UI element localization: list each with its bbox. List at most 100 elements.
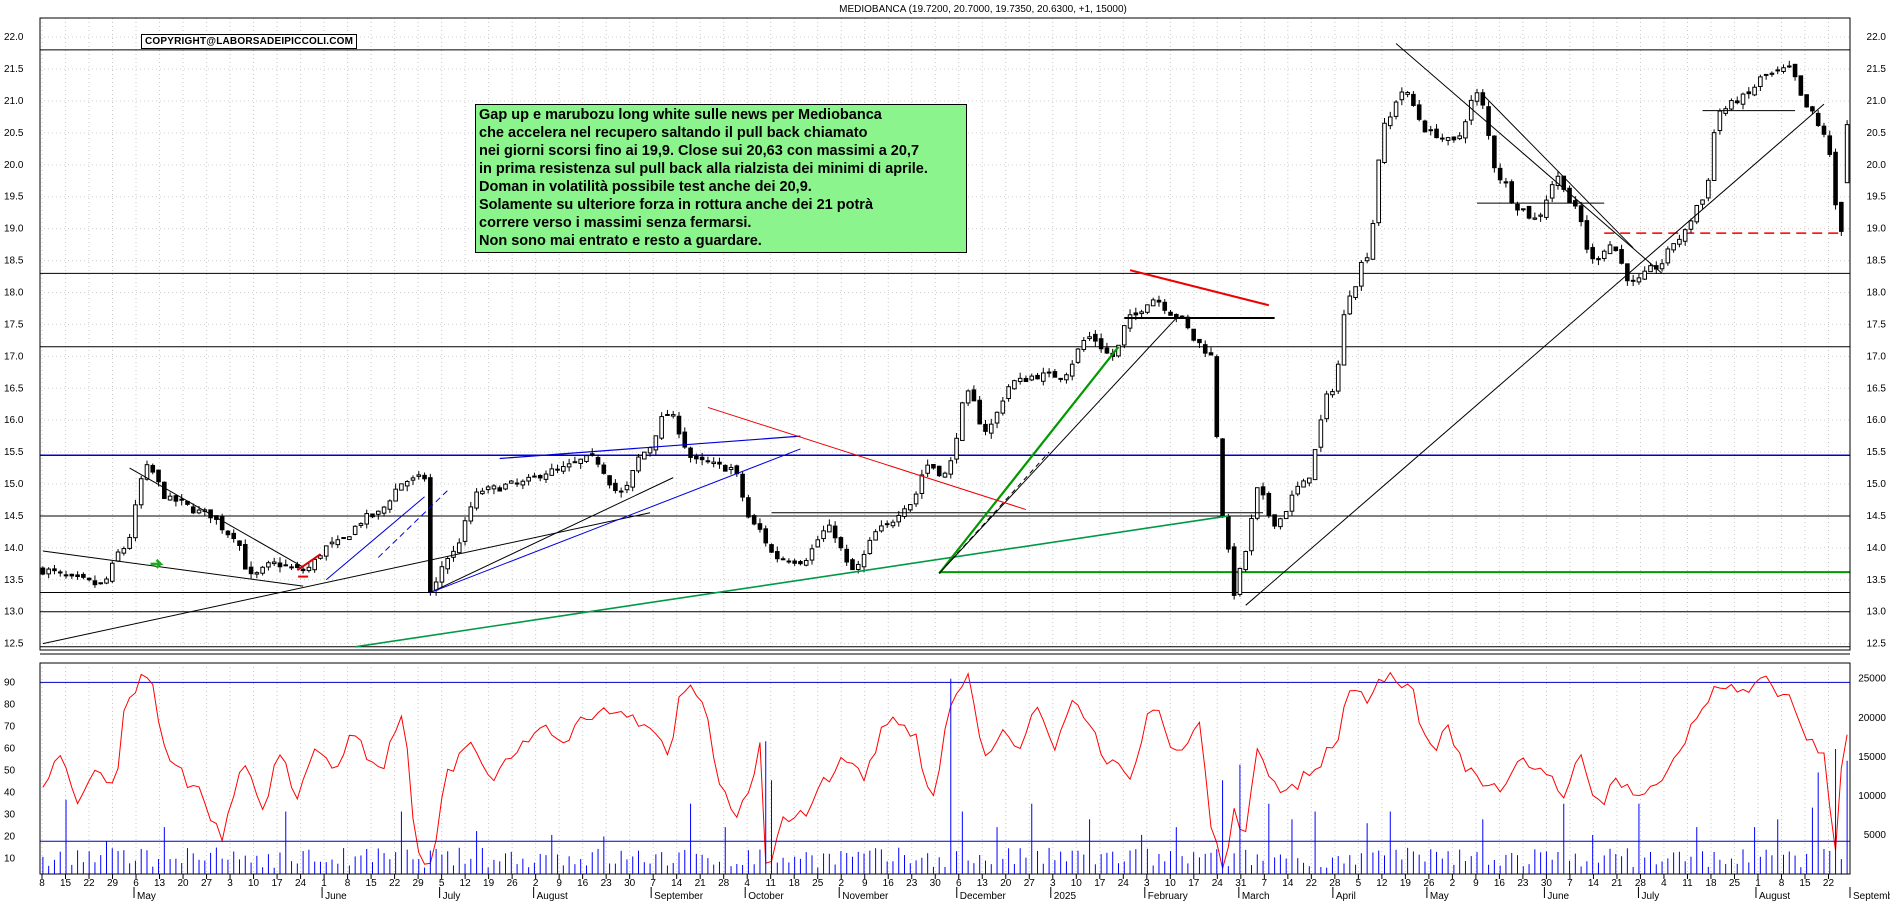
candle-body [1555,175,1561,186]
oscillator-tick-label: 90 [4,677,16,688]
day-tick-label: 6 [956,878,962,889]
day-tick-label: 20 [177,878,189,889]
candle-body [936,465,942,477]
candle-body [838,537,844,549]
candle-body [1445,137,1451,141]
day-tick-label: 1 [321,878,327,889]
candle-body [289,566,294,569]
candle-body [179,498,184,501]
candle-body [1642,270,1648,280]
price-tick-label-left: 21.5 [4,64,24,75]
oscillator-panel [40,671,1850,869]
price-tick-label-left: 13.0 [4,607,24,618]
candle-body [1486,106,1491,136]
candle-body [994,411,1000,424]
candle-body [769,544,774,553]
candle-body [1254,487,1260,519]
volume-tick-label: 25000 [1858,674,1886,685]
oscillator-tick-label: 30 [4,810,16,821]
day-tick-label: 8 [1779,878,1785,889]
day-tick-label: 18 [1705,878,1717,889]
candle-body [832,525,838,539]
day-tick-label: 2 [1450,878,1456,889]
candle-body [1839,201,1844,232]
day-tick-label: 30 [930,878,942,889]
candle-body [1740,93,1746,105]
candle-body [1179,315,1185,318]
candle-body [630,470,636,488]
month-tick-label: July [1641,891,1659,902]
candle-body [1283,511,1289,520]
candle-body [173,495,179,502]
day-tick-label: 24 [1212,878,1224,889]
candle-body [1046,371,1052,374]
candle-body [642,451,647,460]
candle-body [231,532,237,540]
candle-body [514,482,520,485]
candlesticks [40,60,1850,600]
candle-body [1058,377,1063,380]
candle-body [312,558,317,571]
candle-body [1289,494,1295,512]
candle-body [1688,220,1694,230]
candle-body [283,564,289,567]
price-tick-label-left: 21.0 [4,96,24,107]
day-tick-label: 16 [1494,878,1506,889]
candle-body [1307,477,1312,484]
candle-body [711,461,716,465]
day-tick-label: 15 [1799,878,1811,889]
day-tick-label: 3 [1050,878,1056,889]
candle-body [1168,311,1173,316]
trendline [1482,94,1634,249]
candle-body [248,566,254,575]
candle-body [503,483,508,490]
price-tick-label-right: 15.0 [1867,479,1887,490]
candle-body [688,447,693,458]
candle-body [295,564,300,569]
candle-body [948,460,954,475]
day-tick-label: 8 [39,878,45,889]
candle-body [1295,485,1301,495]
copyright-label: COPYRIGHT@LABORSADEIPICCOLI.COM [141,34,358,49]
candle-body [260,566,265,574]
candle-body [740,473,745,498]
day-tick-label: 11 [766,878,777,889]
candle-body [266,562,271,568]
candle-body [98,582,104,585]
candle-body [1584,220,1590,250]
candle-body [988,423,994,434]
candle-body [659,416,664,439]
annotation-line: Doman in volatilità possibile test anche… [479,179,812,195]
candle-body [1619,249,1624,264]
candle-body [462,520,468,542]
candle-body [1440,137,1445,140]
price-tick-label-left: 16.5 [4,383,24,394]
day-tick-label: 15 [366,878,378,889]
candle-body [1231,546,1237,596]
day-tick-label: 10 [248,878,260,889]
day-tick-label: 17 [1094,878,1106,889]
candle-body [1694,205,1700,223]
candle-body [404,480,410,487]
gridlines [40,18,1850,874]
candle-body [728,466,734,471]
candle-body [219,516,225,531]
candle-body [1758,76,1763,88]
day-tick-label: 12 [1376,878,1388,889]
candle-body [1150,299,1156,307]
candle-body [1474,92,1480,102]
candle-body [1804,94,1809,108]
price-tick-label-left: 20.5 [4,128,24,139]
candle-body [81,573,86,578]
candle-body [1509,181,1515,204]
candle-body [156,469,161,483]
candle-body [92,580,98,586]
candle-body [1387,116,1393,127]
candle-body [358,523,364,526]
day-tick-label: 19 [483,878,495,889]
price-tick-label-left: 18.5 [4,256,24,267]
price-tick-label-right: 16.0 [1867,415,1887,426]
candle-body [237,540,242,546]
price-tick-label-left: 20.0 [4,160,24,171]
